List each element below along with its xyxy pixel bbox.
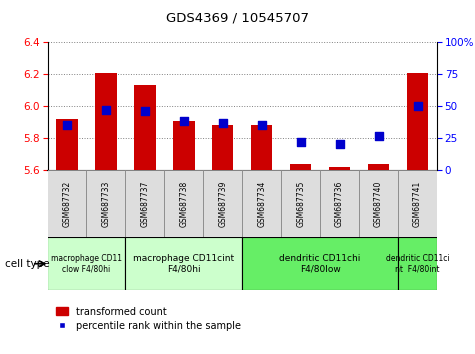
Bar — [359, 170, 398, 237]
Text: dendritic CD11chi
F4/80low: dendritic CD11chi F4/80low — [279, 254, 361, 273]
Bar — [251, 125, 273, 170]
Point — [180, 119, 188, 124]
Text: macrophage CD11cint
F4/80hi: macrophage CD11cint F4/80hi — [133, 254, 234, 273]
Point — [297, 139, 304, 145]
Bar — [242, 170, 281, 237]
Bar — [281, 170, 320, 237]
Legend: transformed count, percentile rank within the sample: transformed count, percentile rank withi… — [52, 303, 245, 335]
Bar — [407, 73, 428, 170]
Text: GSM687736: GSM687736 — [335, 180, 344, 227]
Bar — [242, 237, 398, 290]
Text: GSM687734: GSM687734 — [257, 180, 266, 227]
Bar — [203, 170, 242, 237]
Bar — [329, 167, 351, 170]
Bar — [86, 170, 125, 237]
Bar — [134, 86, 156, 170]
Bar — [398, 237, 437, 290]
Point — [141, 108, 149, 114]
Bar — [368, 164, 390, 170]
Bar — [212, 125, 234, 170]
Bar — [125, 170, 164, 237]
Bar — [48, 170, 86, 237]
Text: GSM687737: GSM687737 — [141, 180, 149, 227]
Point — [219, 120, 227, 126]
Text: GSM687735: GSM687735 — [296, 180, 305, 227]
Bar — [56, 119, 78, 170]
Text: GSM687738: GSM687738 — [180, 181, 188, 227]
Text: cell type: cell type — [5, 259, 49, 269]
Text: GSM687733: GSM687733 — [102, 180, 110, 227]
Text: GSM687741: GSM687741 — [413, 181, 422, 227]
Text: GDS4369 / 10545707: GDS4369 / 10545707 — [166, 12, 309, 25]
Bar — [290, 164, 312, 170]
Point — [102, 107, 110, 113]
Point — [375, 133, 382, 138]
Text: macrophage CD11
clow F4/80hi: macrophage CD11 clow F4/80hi — [51, 254, 122, 273]
Bar — [95, 73, 117, 170]
Point — [258, 122, 266, 128]
Bar — [320, 170, 359, 237]
Point — [414, 103, 421, 109]
Text: GSM687740: GSM687740 — [374, 180, 383, 227]
Bar — [164, 170, 203, 237]
Bar — [173, 121, 195, 170]
Text: GSM687739: GSM687739 — [218, 180, 227, 227]
Text: dendritic CD11ci
nt  F4/80int: dendritic CD11ci nt F4/80int — [386, 254, 449, 273]
Bar — [48, 237, 125, 290]
Text: GSM687732: GSM687732 — [63, 181, 71, 227]
Point — [336, 142, 343, 147]
Point — [63, 122, 71, 128]
Bar — [398, 170, 437, 237]
Bar — [125, 237, 242, 290]
